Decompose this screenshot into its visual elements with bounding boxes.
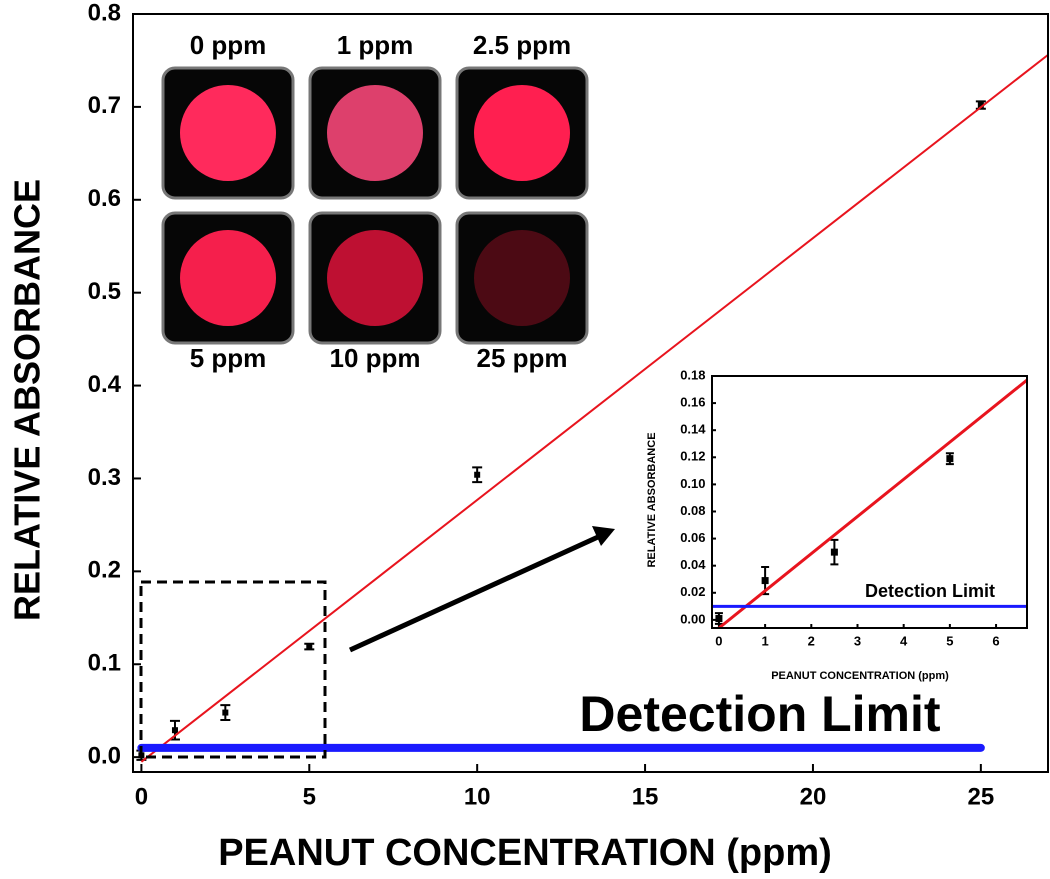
x-tick-label: 25 — [967, 784, 994, 811]
x-tick-label: 20 — [800, 784, 827, 811]
image-label: 1 ppm — [337, 30, 414, 60]
x-axis-label: PEANUT CONCENTRATION (ppm) — [771, 670, 949, 682]
image-panel: 0 ppm 1 ppm 2.5 ppm 5 ppm 10 ppm 25 ppm — [161, 30, 589, 373]
x-tick-label: 6 — [992, 634, 999, 649]
y-tick-label: 0.2 — [88, 557, 121, 584]
y-tick-label: 0.0 — [88, 742, 121, 769]
x-tick-label: 5 — [946, 634, 953, 649]
x-tick-label: 3 — [854, 634, 861, 649]
y-tick-label: 0.5 — [88, 278, 121, 305]
x-tick-label: 15 — [632, 784, 659, 811]
chart: 0 1 2 3 4 5 6 0.00 0.02 0.04 0.06 0.08 0.10 0.12 0.14 0… — [646, 367, 1028, 682]
annotation: Detection Limit — [865, 581, 995, 601]
x-tick-label: 10 — [464, 784, 491, 811]
sample-spot — [474, 230, 570, 326]
y-tick-label: 0.16 — [680, 395, 705, 410]
zoom-box — [139, 580, 327, 759]
axes-frame — [132, 13, 1049, 773]
x-tick-label: 0 — [715, 634, 722, 649]
y-tick-label: 0.02 — [680, 584, 705, 599]
fit-line — [140, 54, 1048, 763]
y-axis-label: RELATIVE ABSORBANCE — [7, 179, 48, 621]
y-tick-label: 0.12 — [680, 449, 705, 464]
data-point — [474, 471, 481, 478]
sample-spot — [327, 230, 423, 326]
y-tick-label: 0.7 — [88, 92, 121, 119]
sample-spot — [327, 85, 423, 181]
chart: 0 5 10 15 20 250.00.10.20.30.40.50.60.70.8PEA… — [7, 0, 1049, 874]
y-tick-label: 0.14 — [680, 422, 706, 437]
image-label: 25 ppm — [476, 343, 567, 373]
y-tick-label: 0.00 — [680, 611, 705, 626]
image-label: 0 ppm — [190, 30, 267, 60]
data-point — [222, 709, 229, 716]
axes-frame — [711, 375, 1028, 629]
arrow-head — [592, 526, 615, 546]
data-point — [761, 577, 769, 585]
x-tick-label: 5 — [303, 784, 316, 811]
y-tick-label: 0.3 — [88, 464, 121, 491]
annotation: Detection Limit — [579, 686, 940, 742]
image-label: 5 ppm — [190, 343, 267, 373]
data-point — [171, 727, 178, 734]
arrow — [348, 534, 600, 653]
y-tick-label: 0.8 — [88, 0, 121, 26]
image-label: 2.5 ppm — [473, 30, 571, 60]
x-tick-label: 0 — [135, 784, 148, 811]
y-tick-label: 0.06 — [680, 530, 705, 545]
y-axis-label: RELATIVE ABSORBANCE — [646, 432, 658, 567]
fit-line — [717, 378, 1027, 628]
data-point — [977, 102, 984, 109]
y-tick-label: 0.1 — [88, 650, 121, 677]
x-axis-label: PEANUT CONCENTRATION (ppm) — [218, 832, 832, 874]
sample-spot — [474, 85, 570, 181]
y-tick-label: 0.10 — [680, 476, 705, 491]
data-point — [715, 615, 723, 623]
y-tick-label: 0.6 — [88, 185, 121, 212]
y-tick-label: 0.18 — [680, 367, 705, 382]
data-point — [946, 455, 954, 463]
data-point — [830, 548, 838, 556]
sample-spot — [180, 85, 276, 181]
image-label: 10 ppm — [329, 343, 420, 373]
x-tick-label: 4 — [900, 634, 908, 649]
x-tick-label: 2 — [808, 634, 815, 649]
y-tick-label: 0.08 — [680, 503, 705, 518]
sample-spot — [180, 230, 276, 326]
y-tick-label: 0.04 — [680, 557, 706, 572]
data-point — [306, 643, 313, 650]
y-tick-label: 0.4 — [88, 371, 122, 398]
x-tick-label: 1 — [761, 634, 768, 649]
